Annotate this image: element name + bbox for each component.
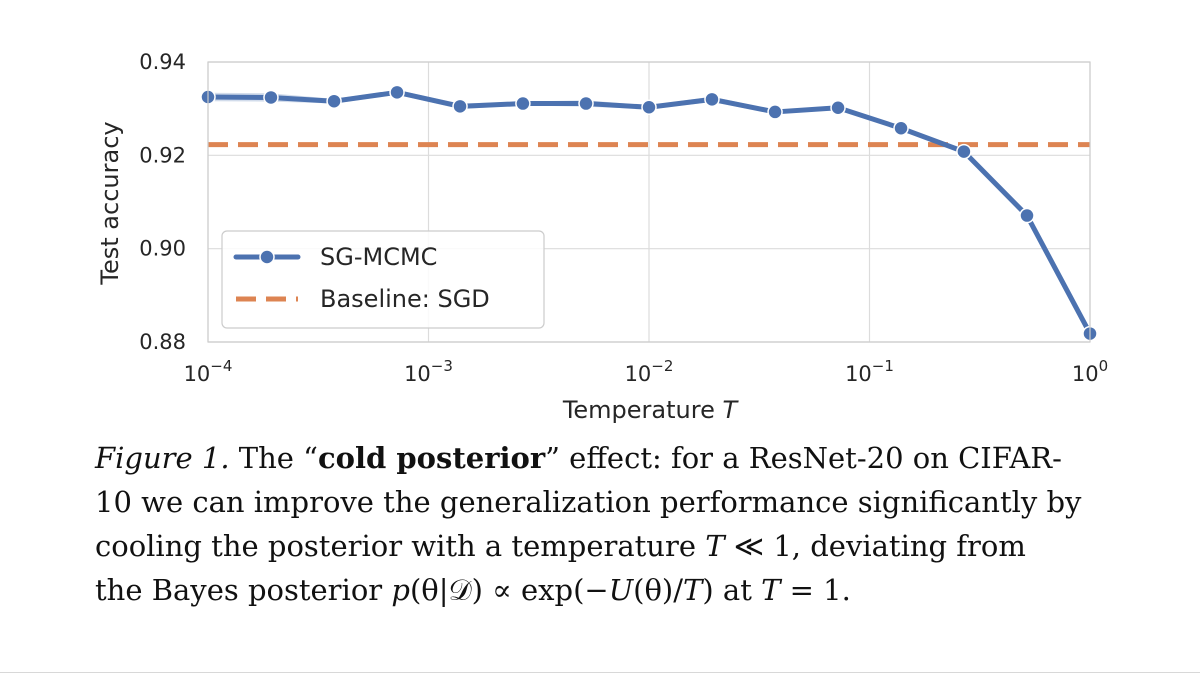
caption-text: ≪ 1, deviating from [724,529,1026,563]
figure-label: Figure 1. [95,441,230,475]
sgmcmc-point [830,99,846,116]
sgmcmc-point [263,89,279,106]
y-tick-label: 0.90 [139,237,186,261]
x-tick-base: 10 [845,362,872,386]
x-tick-exponent: 0 [1099,357,1109,375]
caption-math: T [683,573,703,607]
x-tick-labels: 10−4 10−3 10−2 10−1 100 [184,357,1109,386]
caption-line-3: cooling the posterior with a temperature… [95,524,1125,568]
plot-area-border [207,61,1091,343]
sgmcmc-point [767,104,783,120]
x-tick-label: 10−2 [625,357,674,386]
caption-math: ) [702,573,714,607]
x-axis-label-text: Temperature [562,396,715,424]
chart: 0.880.900.920.94 10−4 10−3 10−2 10−1 100 Tes… [96,50,1109,424]
caption-math: (θ|𝒟) ∝ exp(− [409,573,609,607]
sgmcmc-point [956,143,972,160]
legend-sgmcmc-marker [259,249,275,265]
caption-math: T [761,573,781,607]
y-tick-label: 0.92 [139,143,186,167]
sgmcmc-point [578,95,594,112]
sgmcmc-point [326,93,342,109]
x-tick-label: 10−3 [404,357,453,386]
caption-text: = 1. [780,573,851,607]
caption-line-1: Figure 1. The “cold posterior” effect: f… [95,436,1125,480]
x-tick-exponent: −2 [651,357,673,375]
x-tick-base: 10 [625,362,652,386]
series-layer [200,84,1098,342]
x-tick-exponent: −4 [210,357,232,375]
x-tick-exponent: −3 [431,357,453,375]
x-tick-exponent: −1 [872,357,894,375]
bottom-divider [0,672,1200,673]
caption-text: at [713,573,762,607]
x-tick-label: 10−4 [184,357,233,386]
y-tick-label: 0.88 [139,330,186,354]
x-tick-base: 10 [1072,362,1099,386]
legend-baseline-label: Baseline: SGD [320,285,490,313]
sgmcmc-point [515,95,531,112]
caption-bold-term: cold posterior [318,441,546,475]
sgmcmc-point [641,99,657,116]
sgmcmc-point [704,91,720,108]
sgmcmc-point [893,120,909,137]
legend-box [221,230,545,329]
x-tick-label: 10−1 [845,357,894,386]
legend-sgmcmc-label: SG-MCMC [320,243,437,271]
sgmcmc-point [389,84,405,101]
sgmcmc-point [1019,207,1035,224]
plot-frame [207,61,1091,343]
caption-text: cooling the posterior with a temperature [95,529,706,563]
x-axis-label-variable: T [723,396,740,424]
x-tick-label: 100 [1072,357,1108,386]
y-tick-label: 0.94 [139,50,186,74]
x-tick-base: 10 [404,362,431,386]
y-axis-label: Test accuracy [96,121,124,285]
caption-line-2: 10 we can improve the generalization per… [95,485,1082,519]
y-tick-labels: 0.88 0.90 0.92 0.94 [139,50,186,354]
caption-math: (θ)/ [633,573,684,607]
caption-math: T [705,529,725,563]
caption-line-4: the Bayes posterior p(θ|𝒟) ∝ exp(−U(θ)/T… [95,568,1125,612]
caption-math: U [608,573,634,607]
legend: SG-MCMC Baseline: SGD [221,230,545,329]
caption-math: p [391,573,410,607]
x-axis-label: Temperature T [562,396,740,424]
caption-text: The “ [229,441,319,475]
caption-text: the Bayes posterior [95,573,392,607]
x-tick-base: 10 [184,362,211,386]
figure-caption: Figure 1. The “cold posterior” effect: f… [95,436,1125,612]
caption-text: ” effect: for a ResNet-20 on CIFAR- [545,441,1062,475]
sgmcmc-point [452,98,468,115]
